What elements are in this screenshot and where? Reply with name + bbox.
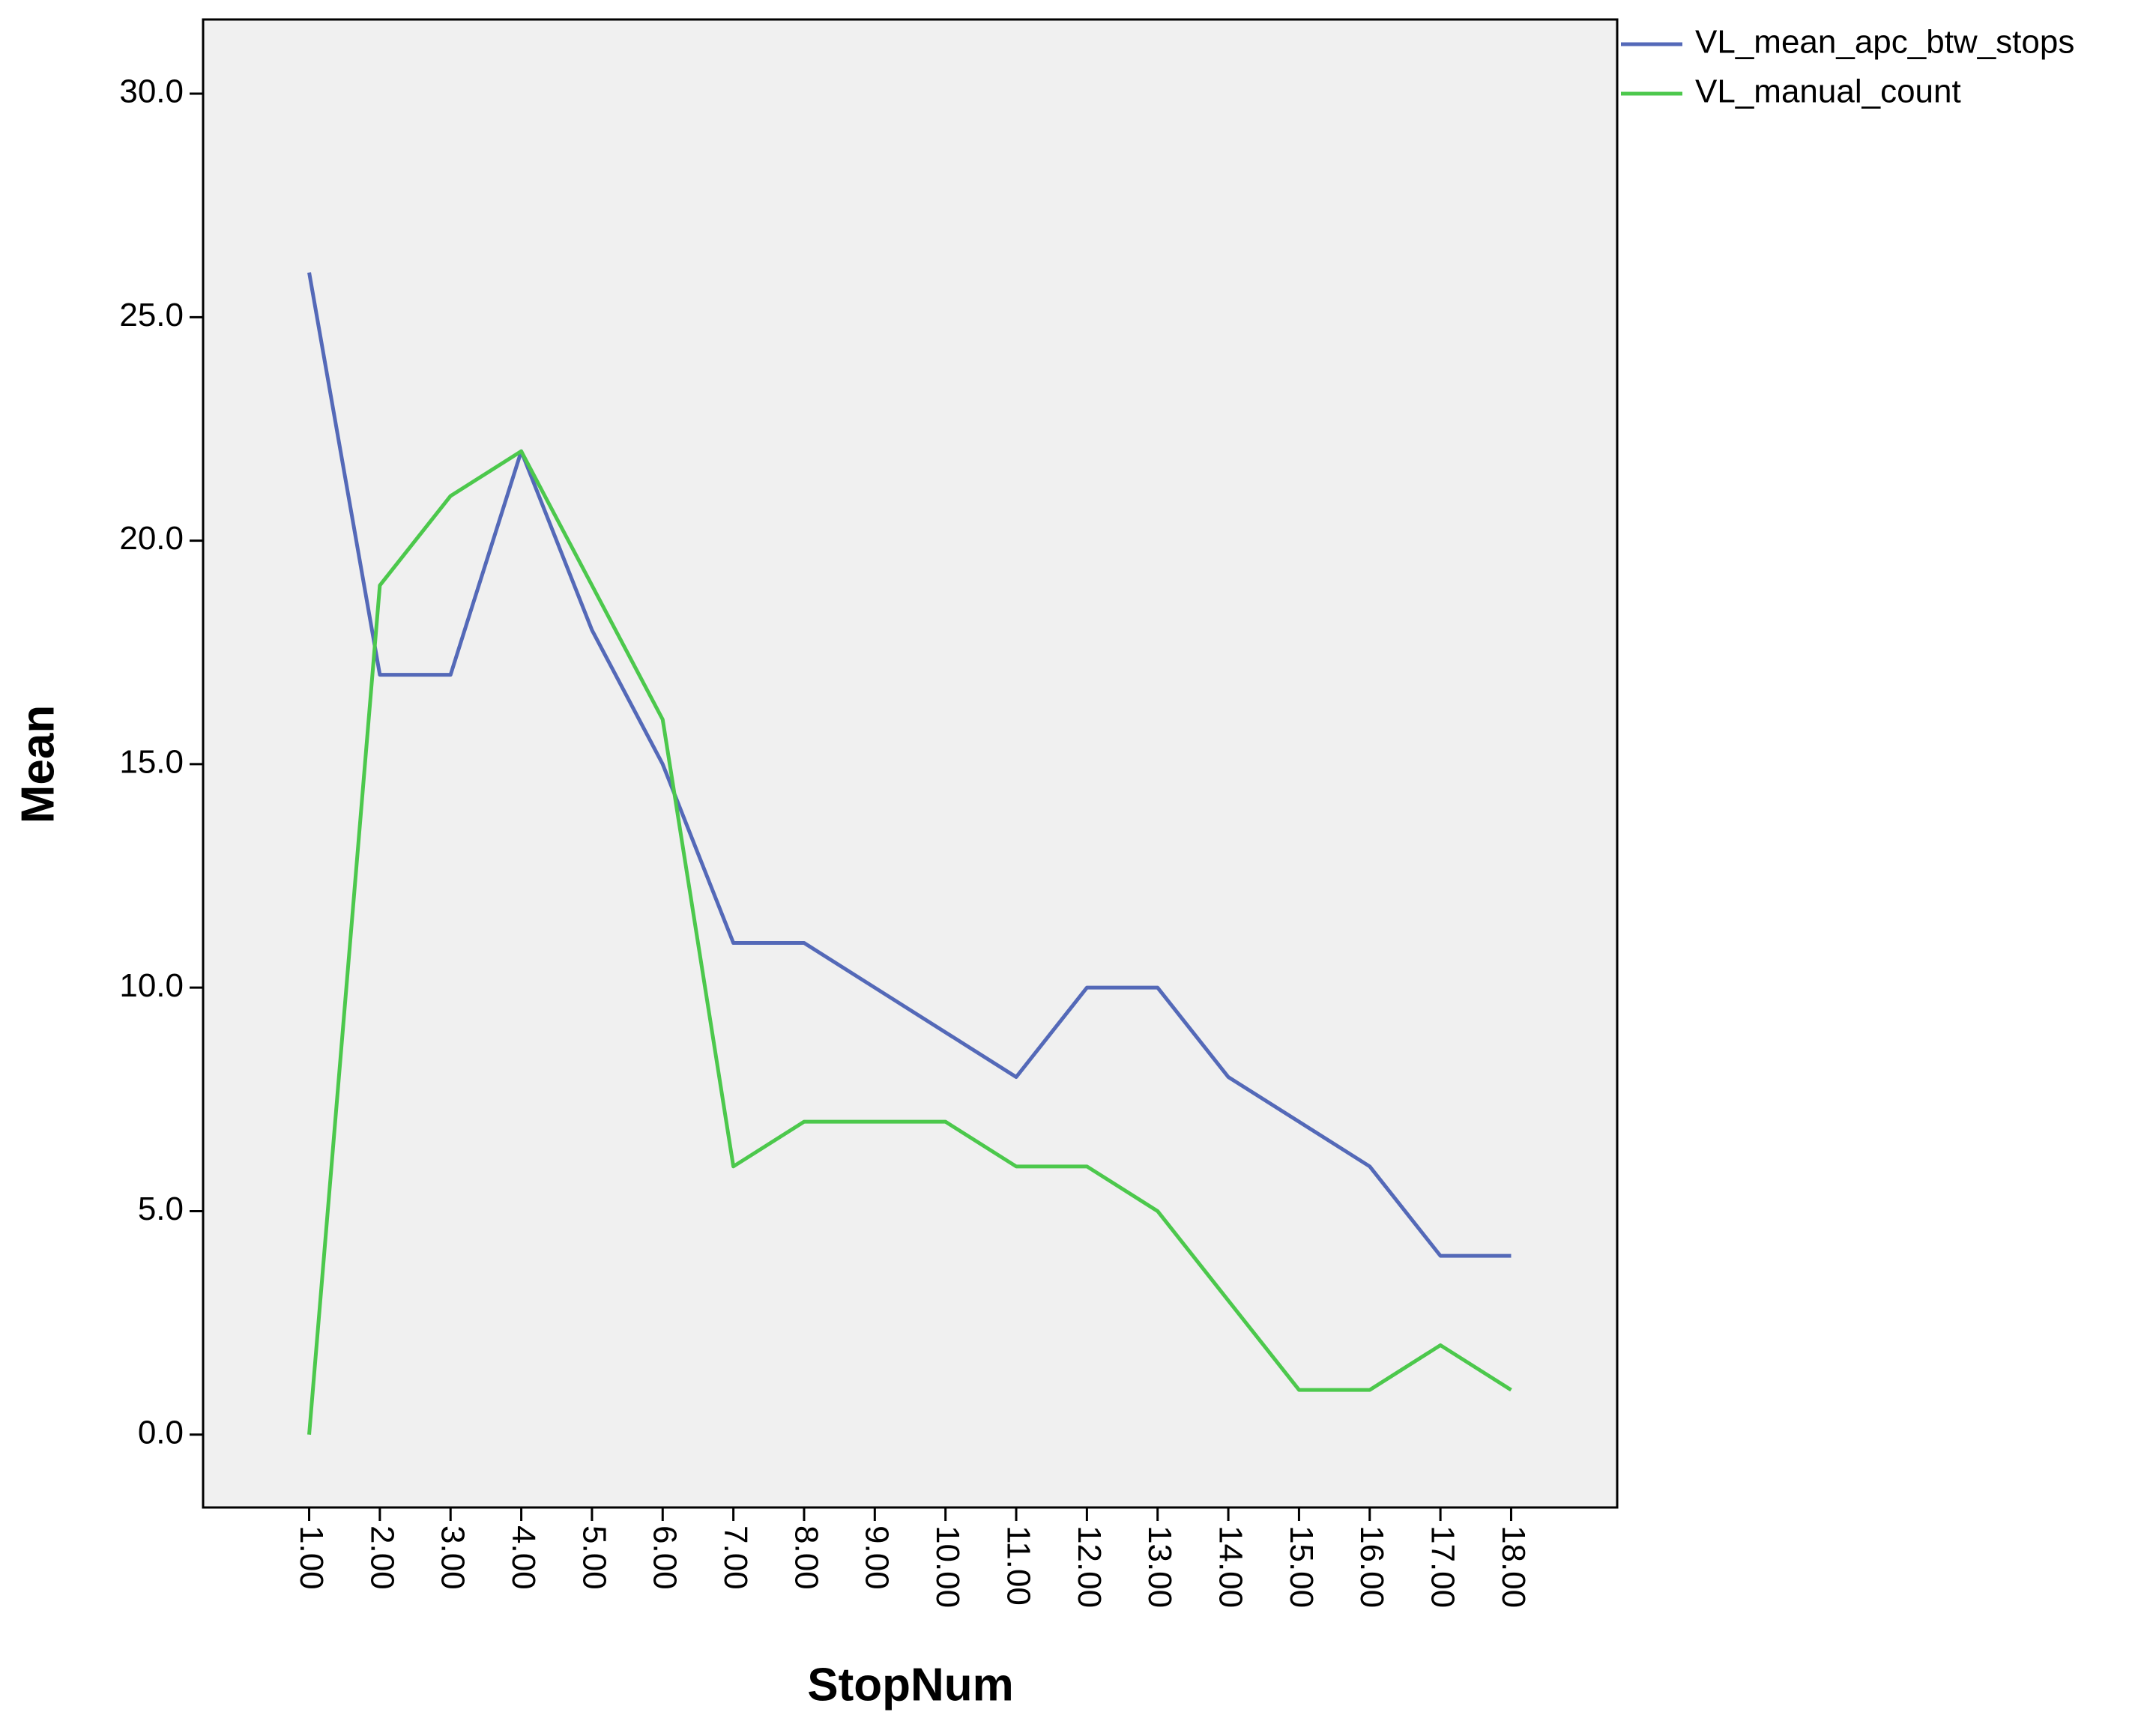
x-tick-label: 16.00 (1353, 1525, 1390, 1608)
x-tick-label: 18.00 (1495, 1525, 1532, 1608)
y-tick-label: 20.0 (119, 520, 184, 557)
x-tick-label: 14.00 (1212, 1525, 1248, 1608)
x-tick-label: 11.00 (1000, 1525, 1036, 1606)
x-tick-label: 6.00 (647, 1525, 683, 1590)
x-tick-label: 7.00 (717, 1525, 754, 1590)
y-tick-label: 5.0 (138, 1191, 184, 1227)
y-tick-label: 30.0 (119, 73, 184, 110)
plot-area (202, 18, 1619, 1509)
x-tick-label: 5.00 (576, 1525, 612, 1590)
legend-label: VL_manual_count (1695, 73, 1961, 110)
series-line (307, 272, 1512, 1258)
x-tick-label: 15.00 (1283, 1525, 1320, 1608)
x-tick-label: 13.00 (1141, 1525, 1178, 1608)
y-tick-label: 25.0 (119, 297, 184, 333)
x-tick-label: 10.00 (929, 1525, 966, 1608)
x-tick-label: 3.00 (435, 1525, 471, 1590)
x-tick-label: 17.00 (1425, 1525, 1461, 1608)
x-tick-label: 2.00 (363, 1525, 400, 1590)
x-tick-label: 1.00 (293, 1525, 330, 1590)
x-tick-label: 4.00 (505, 1525, 542, 1590)
x-tick-label: 9.00 (859, 1525, 896, 1590)
y-tick-label: 15.0 (119, 744, 184, 781)
series-line (307, 449, 1512, 1435)
x-tick-label: 12.00 (1071, 1525, 1108, 1608)
y-tick-label: 0.0 (138, 1414, 184, 1451)
x-axis-title: StopNum (807, 1659, 1014, 1711)
y-tick-label: 10.0 (119, 967, 184, 1004)
legend-label: VL_mean_apc_btw_stops (1695, 24, 2074, 61)
y-axis-title: Mean (12, 705, 64, 823)
x-tick-label: 8.00 (788, 1525, 824, 1590)
